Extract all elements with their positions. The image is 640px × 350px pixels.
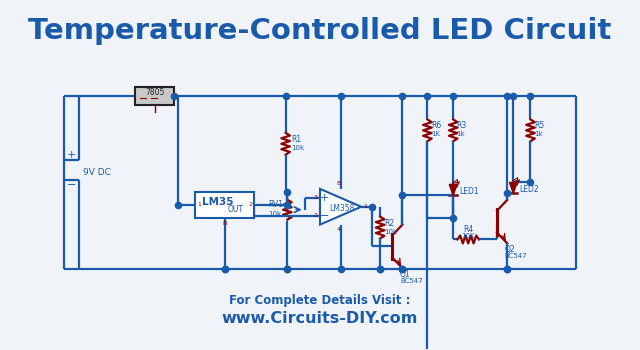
Text: R1: R1 — [291, 135, 301, 144]
Text: LM358: LM358 — [330, 204, 355, 213]
Text: 1: 1 — [197, 202, 201, 207]
Text: 1k: 1k — [456, 131, 465, 137]
Text: BC547: BC547 — [400, 278, 422, 284]
Text: BC547: BC547 — [505, 253, 527, 259]
Text: −: − — [67, 180, 76, 190]
Text: 4: 4 — [337, 227, 341, 232]
Text: www.Circuits-DIY.com: www.Circuits-DIY.com — [222, 312, 418, 326]
Text: For Complete Details Visit :: For Complete Details Visit : — [229, 294, 411, 308]
Text: 10k: 10k — [385, 229, 397, 235]
Text: R4: R4 — [463, 225, 474, 234]
Text: R6: R6 — [431, 121, 441, 130]
Text: +: + — [67, 150, 76, 160]
Text: LED2: LED2 — [519, 186, 539, 194]
Text: 1K: 1K — [431, 131, 440, 137]
Text: LM35: LM35 — [202, 197, 234, 207]
Text: −: − — [319, 211, 329, 220]
Text: R5: R5 — [534, 121, 544, 130]
Text: Q2: Q2 — [505, 245, 515, 254]
Text: 1: 1 — [364, 204, 368, 209]
Polygon shape — [509, 182, 517, 193]
Text: RV1: RV1 — [268, 200, 284, 209]
Text: 9V DC: 9V DC — [83, 168, 111, 176]
Text: OUT: OUT — [227, 205, 243, 214]
Bar — [195, 192, 254, 218]
Text: R2: R2 — [385, 219, 395, 228]
Text: 10K: 10K — [461, 232, 475, 238]
Bar — [135, 87, 174, 105]
Polygon shape — [320, 189, 361, 225]
Text: +: + — [319, 193, 329, 203]
Text: Temperature-Controlled LED Circuit: Temperature-Controlled LED Circuit — [28, 17, 612, 45]
Text: n: n — [222, 219, 227, 226]
Polygon shape — [449, 184, 457, 195]
Text: 2: 2 — [314, 213, 317, 218]
Text: 7805: 7805 — [145, 88, 164, 97]
Text: 10k: 10k — [268, 211, 282, 217]
Text: R3: R3 — [456, 121, 467, 130]
Text: 1k: 1k — [534, 131, 543, 137]
Text: 8: 8 — [337, 181, 341, 187]
Text: 2: 2 — [248, 202, 252, 207]
Text: 3: 3 — [314, 195, 317, 200]
Text: 10k: 10k — [291, 145, 304, 151]
Text: Q1: Q1 — [400, 270, 410, 279]
Text: LED1: LED1 — [459, 187, 479, 196]
